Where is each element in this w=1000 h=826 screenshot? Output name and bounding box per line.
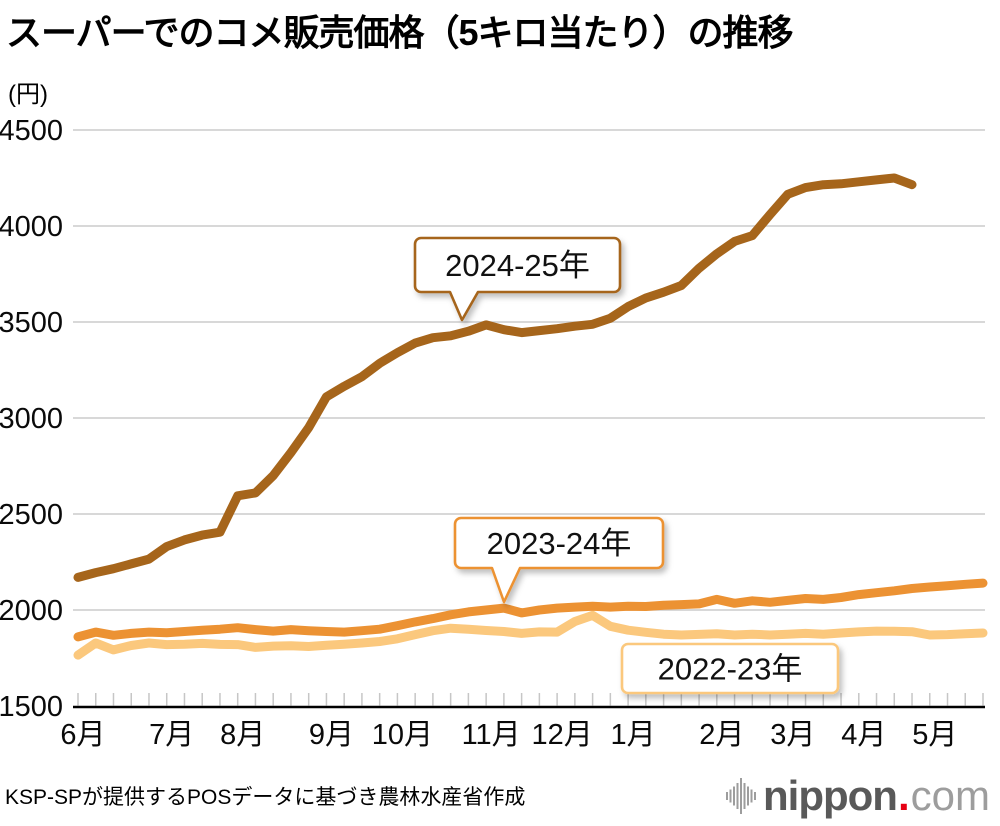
x-axis-label-6: 11月 [462,719,521,751]
y-axis-label-1500: 1500 [0,691,63,723]
series-line-2023-24年 [73,578,988,642]
x-axis-label-9: 2月 [699,719,744,751]
y-axis-label-2000: 2000 [0,595,63,627]
callout-label: 2024-25年 [445,248,590,283]
callout-box [620,642,840,695]
line-chart: 1500 2000 2500 3000 3500 4000 4500 6月 7月 8月 9月 10月 1… [0,105,1000,770]
callout-2024-25年: 2024-25年 [413,236,622,322]
x-axis-label-3: 8月 [220,719,265,751]
x-axis-label-5: 10月 [372,719,433,751]
x-axis-label-10: 3月 [770,719,815,751]
y-axis-unit-label: (円) [8,81,48,108]
logo-text-com: com [910,772,990,819]
callout-box [453,516,665,604]
x-axis-label-11: 4月 [841,719,886,751]
chart-footer: KSP-SPが提供するPOSデータに基づき農林水産省作成 nippon. com [0,772,1000,820]
logo-text-nippon: nippon [763,772,898,819]
y-axis-label-2500: 2500 [0,499,63,531]
logo-red-dot: . [897,772,910,819]
source-note: KSP-SPが提供するPOSデータに基づき農林水産省作成 [5,786,526,809]
y-axis-label-4000: 4000 [0,211,63,243]
x-axis-label-1: 6月 [60,719,105,751]
x-axis-label-12: 5月 [912,719,957,751]
callout-label: 2023-24年 [487,526,632,561]
x-axis-label-2: 7月 [149,719,194,751]
y-axis-label-3500: 3500 [0,307,63,339]
nippon-com-logo: nippon. com [726,772,990,820]
callout-2023-24年: 2023-24年 [453,516,665,604]
callout-label: 2022-23年 [658,652,803,687]
chart-canvas: 1500 2000 2500 3000 3500 4000 4500 6月 7月 8月 9月 10月 1… [0,115,988,751]
x-axis-label-7: 12月 [531,719,592,751]
x-axis-label-8: 1月 [611,719,656,751]
chart-title: スーパーでのコメ販売価格（5キロ当たり）の推移 [6,12,794,53]
soundwave-icon [726,778,757,814]
x-axis-label-4: 9月 [309,719,354,751]
callout-2022-23年: 2022-23年 [620,642,840,695]
series-line-2022-23年 [73,610,988,660]
y-axis-label-4500: 4500 [0,115,63,147]
y-axis-label-3000: 3000 [0,403,63,435]
callout-box [413,236,622,322]
series-line-2024-25年 [73,173,917,582]
